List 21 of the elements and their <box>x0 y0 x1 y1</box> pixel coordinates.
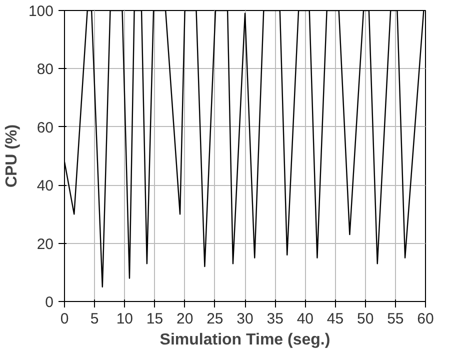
y-tick-label: 0 <box>45 294 54 311</box>
x-tick-label: 5 <box>90 310 99 328</box>
x-tick-label: 40 <box>296 310 314 328</box>
x-tick-label: 15 <box>146 310 164 328</box>
x-tick-label: 10 <box>116 310 134 328</box>
x-tick-label: 30 <box>236 310 254 328</box>
x-tick-label: 25 <box>206 310 224 328</box>
y-tick-label: 20 <box>36 236 54 253</box>
x-tick-label: 45 <box>326 310 344 328</box>
x-tick-label: 50 <box>356 310 374 328</box>
x-tick-label: 20 <box>176 310 194 328</box>
y-tick-label: 80 <box>36 61 54 78</box>
x-tick-label: 60 <box>417 310 434 328</box>
x-tick-label: 55 <box>387 310 404 328</box>
y-tick-label: 100 <box>28 3 54 20</box>
x-tick-label: 0 <box>60 310 69 328</box>
y-axis-title: CPU (%) <box>3 124 20 188</box>
y-tick-label: 60 <box>36 119 54 136</box>
x-tick-label: 35 <box>266 310 284 328</box>
y-tick-label: 40 <box>36 178 54 195</box>
x-axis-title: Simulation Time (seg.) <box>160 332 330 348</box>
